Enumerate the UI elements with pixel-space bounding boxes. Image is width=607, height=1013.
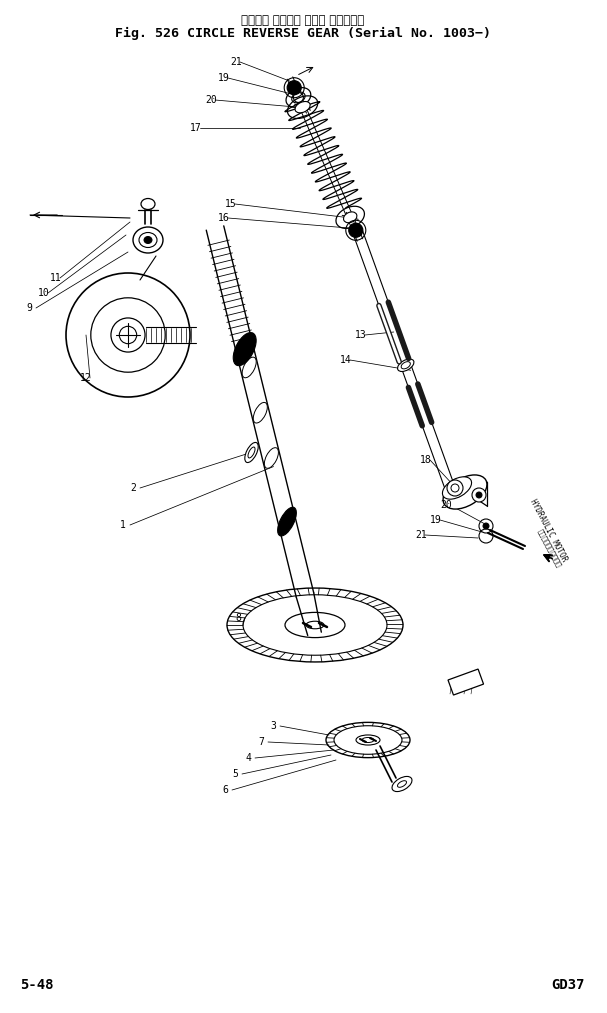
Text: Fig. 526 CIRCLE REVERSE GEAR (Serial No. 1003−): Fig. 526 CIRCLE REVERSE GEAR (Serial No.… xyxy=(115,27,491,41)
Text: 4: 4 xyxy=(245,753,251,763)
Ellipse shape xyxy=(144,236,152,243)
Ellipse shape xyxy=(392,776,412,791)
Text: 20: 20 xyxy=(205,95,217,105)
Text: GD37: GD37 xyxy=(552,978,585,992)
Text: 16: 16 xyxy=(218,213,230,223)
Text: ハイドロリックモータ: ハイドロリックモータ xyxy=(537,528,563,568)
Ellipse shape xyxy=(398,359,414,372)
Text: 14: 14 xyxy=(340,355,351,365)
Text: 1: 1 xyxy=(120,520,126,530)
Text: HYDRAULIC MOTOR: HYDRAULIC MOTOR xyxy=(527,497,568,563)
Text: 7: 7 xyxy=(258,737,264,747)
Circle shape xyxy=(349,223,363,237)
Text: 19: 19 xyxy=(218,73,230,83)
Bar xyxy=(448,669,484,695)
Text: 15: 15 xyxy=(225,199,237,209)
Text: 6: 6 xyxy=(222,785,228,795)
Ellipse shape xyxy=(242,358,256,378)
Text: 12: 12 xyxy=(80,373,92,383)
Text: 20: 20 xyxy=(440,500,452,510)
Circle shape xyxy=(472,488,486,502)
Text: 3: 3 xyxy=(270,721,276,731)
Ellipse shape xyxy=(253,402,267,423)
Text: 5-48: 5-48 xyxy=(20,978,53,992)
Ellipse shape xyxy=(245,443,258,463)
Text: 13: 13 xyxy=(355,330,367,340)
Ellipse shape xyxy=(295,101,310,112)
Text: 8: 8 xyxy=(235,613,241,623)
Ellipse shape xyxy=(443,477,472,499)
Ellipse shape xyxy=(277,508,296,536)
Circle shape xyxy=(483,523,489,529)
Ellipse shape xyxy=(443,475,487,510)
Text: 21: 21 xyxy=(230,57,242,67)
Ellipse shape xyxy=(292,92,305,103)
Ellipse shape xyxy=(344,212,357,223)
Text: 9: 9 xyxy=(26,303,32,313)
Circle shape xyxy=(287,81,301,95)
Text: サークル リバース ギヤー （適用号機: サークル リバース ギヤー （適用号機 xyxy=(242,14,365,27)
Ellipse shape xyxy=(233,332,256,366)
Text: 18: 18 xyxy=(420,455,432,465)
Circle shape xyxy=(476,492,482,498)
Text: 17: 17 xyxy=(190,123,202,133)
Text: 5: 5 xyxy=(232,769,238,779)
Text: 11: 11 xyxy=(50,272,62,283)
Text: 10: 10 xyxy=(38,288,50,298)
Circle shape xyxy=(447,480,463,496)
Text: 21: 21 xyxy=(415,530,427,540)
Text: 19: 19 xyxy=(430,515,442,525)
Ellipse shape xyxy=(265,448,279,468)
Text: 2: 2 xyxy=(130,483,136,493)
